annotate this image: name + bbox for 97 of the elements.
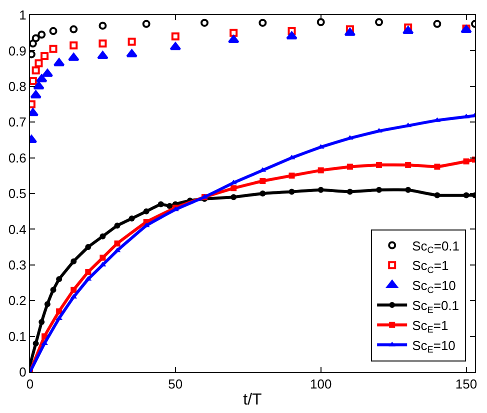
- point: [98, 40, 107, 48]
- legend-label: Sc$_{E}$=10: [412, 338, 456, 355]
- point: [100, 233, 106, 240]
- y-tick-label: 0.9: [8, 43, 26, 58]
- point: [318, 167, 324, 174]
- point: [288, 27, 296, 36]
- point: [402, 26, 414, 34]
- point: [288, 188, 295, 195]
- point: [286, 31, 298, 40]
- point: [36, 74, 48, 82]
- point: [433, 20, 442, 28]
- point: [50, 286, 56, 293]
- point: [38, 319, 45, 326]
- point: [100, 254, 106, 261]
- y-tick-label: 0.5: [8, 186, 26, 202]
- x-tick-label: 100: [310, 376, 332, 392]
- point: [33, 81, 44, 90]
- legend-label: Sc$_{C}$=10: [412, 278, 456, 295]
- point: [405, 162, 412, 168]
- point: [70, 286, 77, 293]
- y-tick-label: 0.8: [8, 78, 26, 94]
- point: [30, 40, 37, 48]
- y-tick-label: 0: [19, 364, 26, 380]
- point: [230, 185, 237, 192]
- y-tick-label: 0.6: [8, 150, 26, 166]
- point: [344, 28, 356, 36]
- point: [346, 164, 353, 170]
- y-tick-label: 0.1: [8, 328, 26, 344]
- point: [97, 51, 108, 60]
- point: [404, 24, 412, 32]
- point: [170, 42, 182, 50]
- y-tick-label: 1: [19, 8, 26, 23]
- point: [316, 18, 325, 26]
- point: [32, 340, 39, 346]
- y-tick-label: 0.7: [8, 114, 26, 130]
- point: [85, 269, 92, 276]
- point: [32, 34, 40, 42]
- point: [434, 192, 440, 198]
- point: [34, 59, 43, 68]
- point: [70, 25, 78, 34]
- point: [318, 186, 324, 193]
- point: [68, 52, 80, 61]
- point: [434, 164, 440, 170]
- point: [260, 178, 266, 184]
- point: [40, 52, 49, 60]
- point: [375, 18, 384, 26]
- point: [56, 308, 62, 314]
- point: [114, 240, 120, 246]
- point: [142, 20, 150, 28]
- point: [41, 340, 48, 345]
- point: [230, 28, 238, 37]
- point: [200, 18, 209, 27]
- x-axis-title: t/T: [243, 391, 262, 408]
- point: [53, 58, 65, 66]
- point: [166, 203, 173, 209]
- point: [405, 186, 412, 193]
- point: [376, 186, 382, 193]
- point: [128, 38, 136, 46]
- legend-label: Sc$_{C}$=1: [412, 258, 449, 275]
- point: [346, 188, 353, 195]
- point: [463, 158, 470, 164]
- legend-label: Sc$_{E}$=0.1: [412, 298, 460, 315]
- point: [463, 192, 470, 198]
- point: [128, 215, 135, 222]
- point: [49, 27, 58, 36]
- point: [70, 41, 78, 50]
- point: [143, 208, 150, 214]
- y-tick-label: 0.3: [8, 257, 26, 272]
- point: [288, 172, 295, 179]
- point: [85, 244, 92, 250]
- line-series: [30, 112, 475, 372]
- point: [98, 22, 107, 30]
- point: [258, 18, 267, 27]
- legend-label: Sc$_{E}$=1: [412, 318, 448, 335]
- point: [30, 90, 42, 98]
- point: [56, 276, 62, 282]
- point: [376, 162, 382, 168]
- x-tick-label: 150: [455, 376, 478, 392]
- x-tick-label: 50: [168, 376, 183, 392]
- point: [30, 77, 37, 86]
- point: [346, 25, 354, 34]
- point: [38, 30, 46, 39]
- point: [260, 190, 266, 196]
- y-tick-label: 0.4: [8, 222, 26, 237]
- point: [32, 66, 40, 74]
- point: [114, 222, 120, 229]
- point: [230, 194, 237, 200]
- point: [171, 32, 180, 40]
- legend-label: Sc$_{C}$=0.1: [412, 238, 460, 256]
- y-tick-label: 0.2: [8, 293, 26, 308]
- point: [44, 301, 50, 308]
- point: [228, 34, 240, 43]
- point: [158, 201, 164, 208]
- point: [126, 49, 138, 58]
- point: [49, 44, 58, 53]
- point: [42, 68, 54, 77]
- point: [70, 258, 77, 264]
